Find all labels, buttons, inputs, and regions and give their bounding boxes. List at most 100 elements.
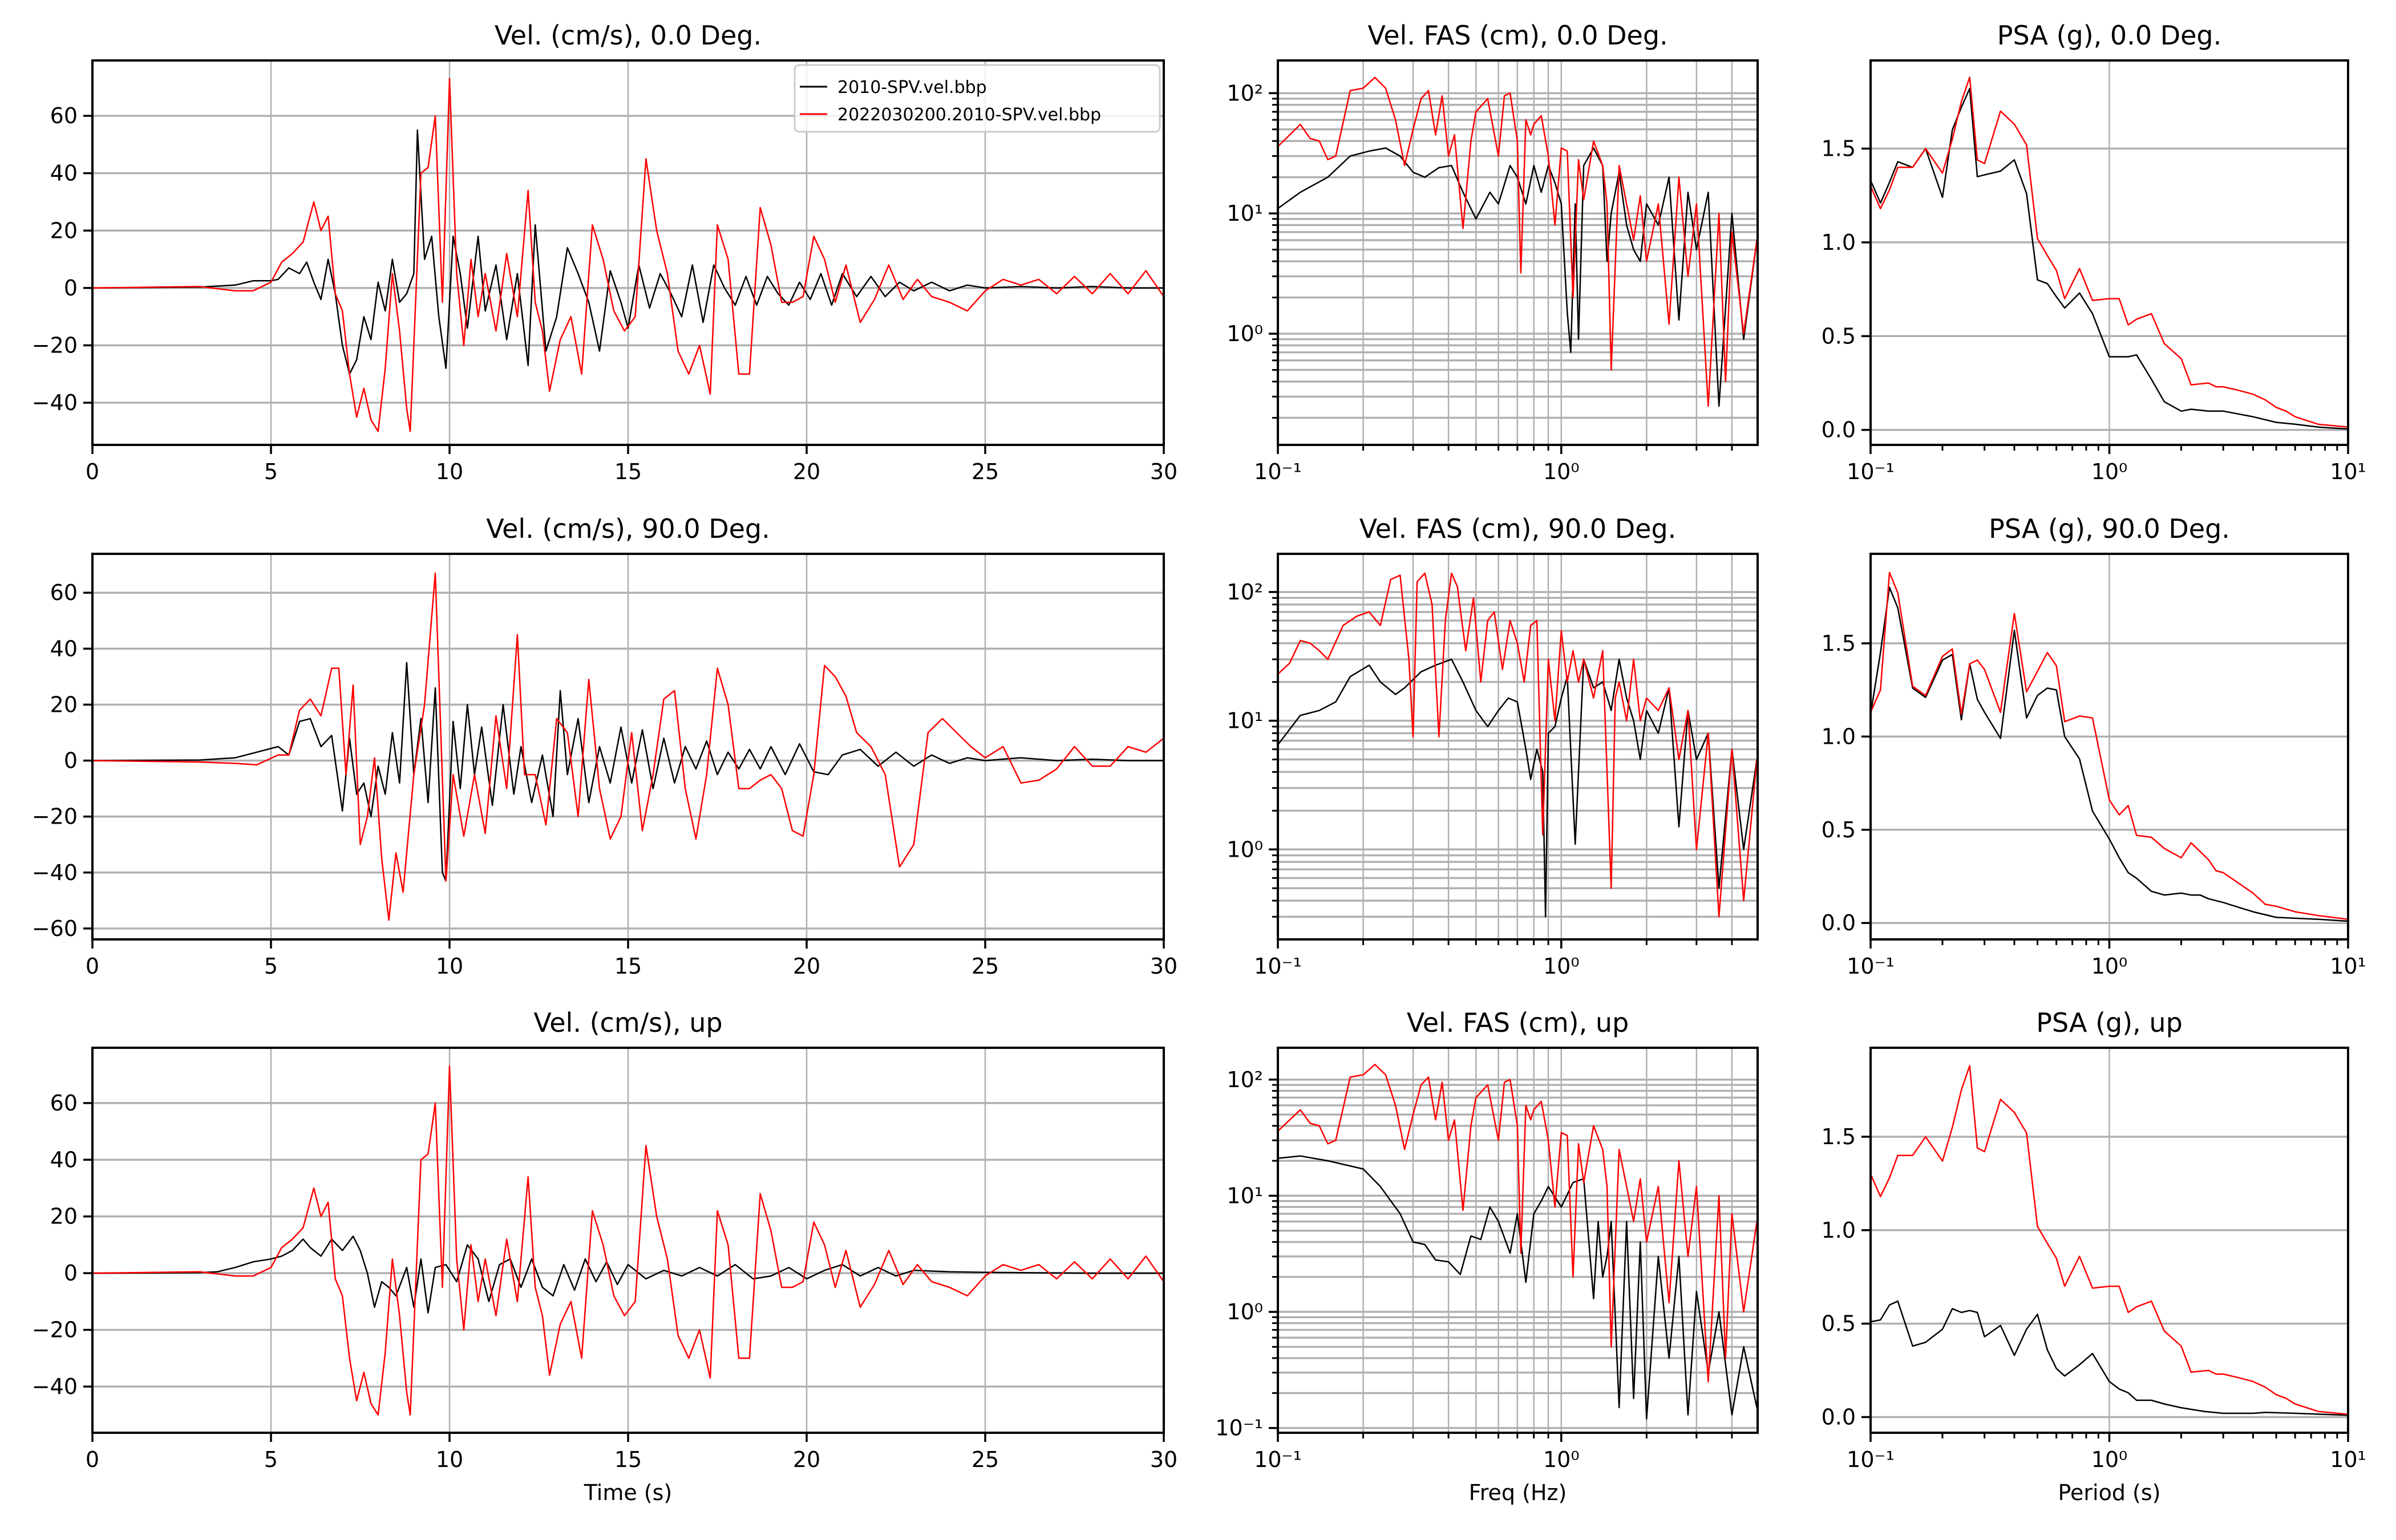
series-line-red — [92, 1065, 1164, 1416]
series-line-red — [1871, 572, 2348, 920]
panel-title: Vel. (cm/s), 90.0 Deg. — [486, 513, 770, 544]
x-tick-label: 10⁰ — [2091, 459, 2128, 484]
panel-title: Vel. (cm/s), up — [533, 1007, 722, 1038]
y-tick-label: 0.0 — [1822, 910, 1856, 935]
panel-title: PSA (g), up — [2036, 1007, 2183, 1038]
series-group — [1278, 76, 1758, 407]
x-tick-label: 0 — [86, 1447, 99, 1472]
series-line-red — [92, 572, 1164, 921]
y-tick-label: 20 — [50, 1204, 78, 1229]
series-group — [1871, 572, 2348, 922]
x-tick-label: 10⁰ — [2091, 1447, 2128, 1472]
gridlines — [1278, 554, 1758, 939]
series-line-black — [1278, 658, 1758, 918]
x-axis-label: Freq (Hz) — [1469, 1480, 1567, 1505]
x-tick-label: 15 — [614, 1447, 642, 1472]
series-line-black — [92, 662, 1164, 882]
y-tick-label: 1.5 — [1822, 136, 1856, 161]
series-line-red — [1871, 1065, 2348, 1415]
y-tick-label: 40 — [50, 161, 78, 186]
x-tick-label: 10 — [436, 459, 463, 484]
x-tick-label: 20 — [793, 459, 820, 484]
panel-title: Vel. FAS (cm), 0.0 Deg. — [1367, 20, 1668, 51]
panel-psa-0deg: 10⁻¹ 10⁰ 10¹ 0.0 0.5 1.0 1.5 PSA (g), 0.0 Deg. — [1822, 20, 2366, 484]
panel-title: PSA (g), 90.0 Deg. — [1989, 513, 2230, 544]
series-line-red — [1278, 76, 1758, 407]
y-tick-label: 10¹ — [1227, 201, 1263, 226]
x-tick-label: 10⁻¹ — [1847, 1447, 1895, 1472]
panel-fas-90deg: 10⁻¹ 10⁰ 10⁰ 10¹ 10² Vel. FAS (cm), 90.0 Deg. — [1227, 513, 1759, 979]
series-line-black — [1871, 88, 2348, 430]
y-tick-label: −40 — [32, 390, 78, 415]
series-line-black — [1871, 586, 2348, 922]
y-tick-label: 1.5 — [1822, 631, 1856, 656]
y-tick-label: 10² — [1227, 80, 1263, 106]
y-tick-label: 1.0 — [1822, 230, 1856, 255]
y-tick-label: 0 — [64, 275, 78, 301]
y-tick-label: 10⁰ — [1227, 1299, 1263, 1324]
x-tick-label: 10⁻¹ — [1254, 954, 1302, 979]
x-tick-label: 10⁻¹ — [1847, 459, 1895, 484]
series-line-red — [1278, 572, 1758, 918]
x-tick-label: 10¹ — [2330, 954, 2366, 979]
y-tick-label: 0.0 — [1822, 418, 1856, 443]
panel-vel-up: 0 5 10 15 20 25 30 −40 −20 0 20 40 60 Vel. (cm/s), up… — [32, 1007, 1177, 1505]
x-tick-label: 10¹ — [2330, 459, 2366, 484]
series-line-black — [92, 129, 1164, 375]
gridlines — [92, 1048, 1164, 1433]
panel-title: Vel. FAS (cm), 90.0 Deg. — [1359, 513, 1677, 544]
y-tick-label: −60 — [32, 916, 78, 941]
legend: 2010-SPV.vel.bbp 2022030200.2010-SPV.vel… — [794, 64, 1161, 133]
x-tick-label: 10⁻¹ — [1847, 954, 1895, 979]
y-tick-label: 0 — [64, 748, 78, 773]
x-tick-label: 10¹ — [2330, 1447, 2366, 1472]
series-line-black — [1278, 147, 1758, 407]
x-tick-label: 30 — [1150, 1447, 1177, 1472]
x-tick-label: 5 — [264, 459, 278, 484]
y-tick-label: 60 — [50, 580, 78, 605]
x-tick-label: 25 — [972, 954, 999, 979]
legend-label-1: 2022030200.2010-SPV.vel.bbp — [837, 105, 1101, 125]
y-tick-label: 40 — [50, 636, 78, 661]
series-group — [1871, 1065, 2348, 1416]
x-tick-label: 10 — [436, 1447, 463, 1472]
panel-fas-0deg: 10⁻¹ 10⁰ 10⁰ 10¹ 10² Vel. FAS (cm), 0.0 Deg. — [1227, 20, 1759, 484]
x-tick-label: 10⁰ — [1543, 954, 1580, 979]
y-tick-label: 1.5 — [1822, 1124, 1856, 1149]
x-tick-label: 10⁰ — [1543, 1447, 1580, 1472]
x-tick-label: 25 — [972, 1447, 999, 1472]
x-tick-label: 5 — [264, 954, 278, 979]
x-tick-label: 10⁰ — [2091, 954, 2128, 979]
series-group — [92, 572, 1164, 921]
x-tick-label: 25 — [972, 459, 999, 484]
y-tick-label: −40 — [32, 1374, 78, 1399]
series-line-black — [1871, 1300, 2348, 1416]
y-tick-label: −20 — [32, 804, 78, 829]
x-tick-label: 5 — [264, 1447, 278, 1472]
x-tick-label: 0 — [86, 954, 99, 979]
x-tick-label: 20 — [793, 1447, 820, 1472]
y-tick-label: 10¹ — [1227, 1183, 1263, 1208]
panel-title: PSA (g), 0.0 Deg. — [1997, 20, 2222, 51]
y-tick-label: −40 — [32, 860, 78, 885]
x-tick-label: 10⁻¹ — [1254, 459, 1302, 484]
x-tick-label: 15 — [614, 954, 642, 979]
y-tick-label: −20 — [32, 333, 78, 358]
x-tick-label: 20 — [793, 954, 820, 979]
y-tick-label: 10⁰ — [1227, 837, 1263, 862]
panel-psa-90deg: 10⁻¹ 10⁰ 10¹ 0.0 0.5 1.0 1.5 PSA (g), 90.0 Deg. — [1822, 513, 2366, 979]
x-axis-label: Period (s) — [2058, 1480, 2160, 1505]
series-group — [1871, 76, 2348, 430]
panel-vel-90deg: 0 5 10 15 20 25 30 −60 −40 −20 0 20 40 60 Vel. (cm/s),… — [32, 513, 1177, 979]
x-tick-label: 10⁻¹ — [1254, 1447, 1302, 1472]
x-tick-label: 30 — [1150, 459, 1177, 484]
y-tick-label: 0.5 — [1822, 817, 1856, 842]
gridlines — [1278, 60, 1758, 445]
x-tick-label: 10⁰ — [1543, 459, 1580, 484]
series-line-black — [92, 1235, 1164, 1314]
y-tick-label: 60 — [50, 1091, 78, 1116]
panel-fas-up: 10⁻¹ 10⁰ 10⁻¹ 10⁰ 10¹ 10² Vel. FAS (cm), up Fre… — [1215, 1007, 1759, 1505]
series-line-red — [1278, 1064, 1758, 1383]
